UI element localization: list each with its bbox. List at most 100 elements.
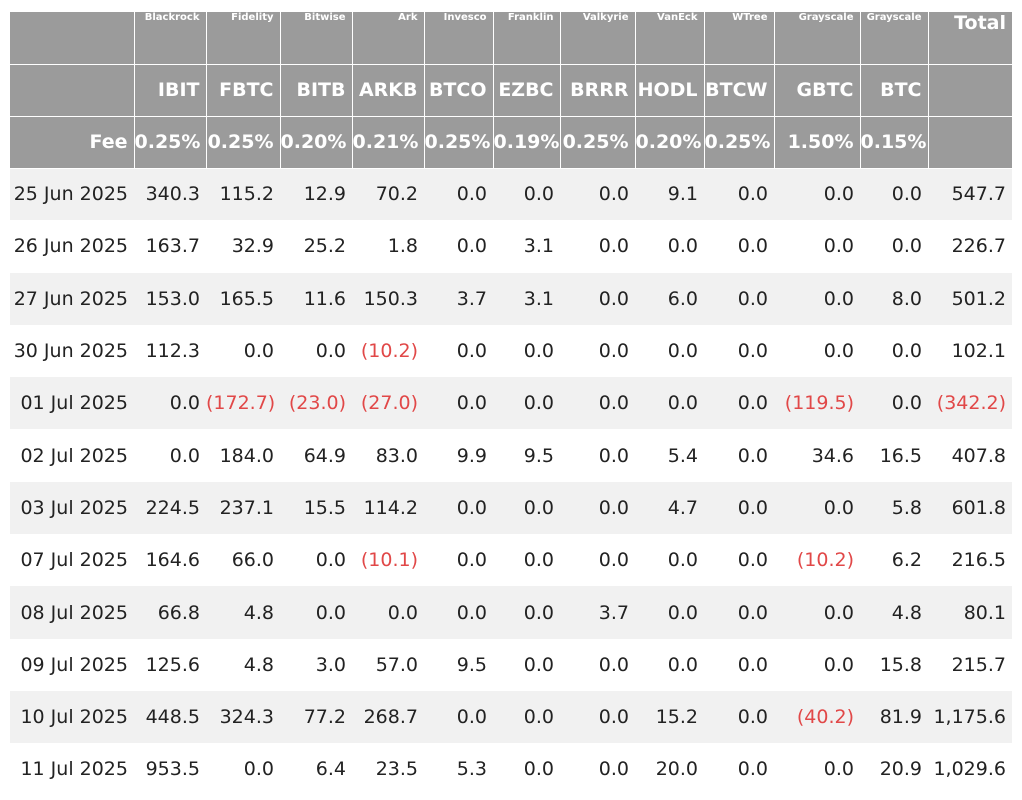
issuer-label: Blackrock — [134, 12, 207, 65]
row-date: 25 Jun 2025 — [10, 168, 134, 221]
flow-value: 0.0 — [704, 638, 774, 691]
flow-value: (10.2) — [352, 324, 424, 378]
table-row: 27 Jun 2025 153.0 165.5 11.6 150.3 3.7 3.1 0.0 6… — [10, 272, 1012, 325]
flow-value: 114.2 — [352, 481, 424, 535]
table-row: 11 Jul 2025 953.5 0.0 6.4 23.5 5.3 0.0 0.0 20.0 0… — [10, 743, 1012, 796]
row-total: 226.7 — [928, 220, 1012, 273]
ticker-label: BTCO — [424, 64, 494, 117]
fee-value: 0.21% — [352, 116, 425, 169]
flow-value: 0.0 — [635, 220, 704, 273]
row-date: 27 Jun 2025 — [10, 272, 134, 325]
flow-value: 0.0 — [704, 586, 774, 639]
flow-value: 0.0 — [860, 324, 928, 378]
flow-value: 0.0 — [704, 220, 774, 273]
fee-value: 0.25% — [134, 116, 207, 169]
flow-value: 953.5 — [134, 743, 206, 796]
flow-value: 12.9 — [280, 168, 352, 221]
flow-value: (10.1) — [352, 534, 424, 587]
flow-value: 0.0 — [424, 377, 493, 430]
flow-value: 15.8 — [860, 638, 928, 691]
flow-value: (172.7) — [206, 377, 280, 430]
flow-value: 0.0 — [560, 168, 635, 221]
table-row: 01 Jul 2025 0.0 (172.7) (23.0) (27.0) 0.0 0.0 0… — [10, 377, 1012, 430]
corner-cell — [10, 12, 135, 65]
flow-value: 0.0 — [424, 324, 493, 378]
flow-value: 0.0 — [560, 272, 635, 325]
flow-value: 6.4 — [280, 743, 352, 796]
fee-value: 0.20% — [280, 116, 353, 169]
flow-value: 9.1 — [635, 168, 704, 221]
flow-value: 0.0 — [774, 743, 860, 796]
fee-label: Fee — [10, 116, 135, 169]
flow-value: 4.8 — [206, 638, 280, 691]
row-date: 01 Jul 2025 — [10, 377, 134, 430]
flow-value: 0.0 — [280, 324, 352, 378]
fee-value: 1.50% — [774, 116, 861, 169]
flow-value: (10.2) — [774, 534, 860, 587]
flow-value: 237.1 — [206, 481, 280, 535]
flow-value: 0.0 — [134, 429, 206, 482]
flow-value: 57.0 — [352, 638, 424, 691]
row-date: 03 Jul 2025 — [10, 481, 134, 535]
flow-value: (23.0) — [280, 377, 352, 430]
flow-value: 0.0 — [560, 534, 635, 587]
flow-value: 20.9 — [860, 743, 928, 796]
flow-value: 0.0 — [493, 638, 560, 691]
table-row: 26 Jun 2025 163.7 32.9 25.2 1.8 0.0 3.1 0.0 0.0 0… — [10, 220, 1012, 273]
row-date: 30 Jun 2025 — [10, 324, 134, 378]
issuer-label: Grayscale — [774, 12, 861, 65]
flow-value: 0.0 — [860, 168, 928, 221]
row-date: 09 Jul 2025 — [10, 638, 134, 691]
flow-value: 3.0 — [280, 638, 352, 691]
fee-value: 0.20% — [635, 116, 705, 169]
fee-value: 0.15% — [860, 116, 929, 169]
flow-value: 6.0 — [635, 272, 704, 325]
flow-value: 0.0 — [352, 586, 424, 639]
flow-value: 448.5 — [134, 690, 206, 744]
fee-value: 0.25% — [560, 116, 636, 169]
flow-value: 0.0 — [493, 690, 560, 744]
flow-value: 0.0 — [493, 481, 560, 535]
flow-value: 34.6 — [774, 429, 860, 482]
ticker-header-row: IBIT FBTC BITB ARKB BTCO EZBC BRRR HODL BTCW GBTC… — [10, 64, 1012, 117]
table-row: 03 Jul 2025 224.5 237.1 15.5 114.2 0.0 0.0 0.0 4… — [10, 481, 1012, 535]
ticker-label: GBTC — [774, 64, 861, 117]
flow-value: 66.8 — [134, 586, 206, 639]
flow-value: (27.0) — [352, 377, 424, 430]
flow-value: 324.3 — [206, 690, 280, 744]
flow-value: 224.5 — [134, 481, 206, 535]
total-header: Total — [928, 12, 1012, 65]
ticker-label: IBIT — [134, 64, 207, 117]
flow-value: 0.0 — [704, 690, 774, 744]
flow-value: 0.0 — [560, 220, 635, 273]
flow-value: 0.0 — [704, 429, 774, 482]
issuer-label: Bitwise — [280, 12, 353, 65]
issuer-label: Valkyrie — [560, 12, 636, 65]
flow-value: 0.0 — [560, 743, 635, 796]
flow-value: 0.0 — [424, 586, 493, 639]
flow-value: 0.0 — [704, 168, 774, 221]
issuer-label: Franklin — [493, 12, 561, 65]
table-body: 25 Jun 2025 340.3 115.2 12.9 70.2 0.0 0.0 0.0 9.… — [10, 168, 1012, 796]
flow-value: 4.7 — [635, 481, 704, 535]
flow-value: 32.9 — [206, 220, 280, 273]
flow-value: 115.2 — [206, 168, 280, 221]
flow-value: 9.5 — [424, 638, 493, 691]
flow-value: 0.0 — [280, 586, 352, 639]
flow-value: 3.1 — [493, 272, 560, 325]
flow-value: 3.7 — [424, 272, 493, 325]
flow-value: 0.0 — [774, 168, 860, 221]
flow-value: 1.8 — [352, 220, 424, 273]
flow-value: 11.6 — [280, 272, 352, 325]
flow-value: 112.3 — [134, 324, 206, 378]
flow-value: 153.0 — [134, 272, 206, 325]
flow-value: 0.0 — [424, 220, 493, 273]
flow-value: 0.0 — [704, 272, 774, 325]
row-total: 1,175.6 — [928, 690, 1012, 744]
flow-value: 0.0 — [424, 690, 493, 744]
table-row: 25 Jun 2025 340.3 115.2 12.9 70.2 0.0 0.0 0.0 9.… — [10, 168, 1012, 221]
issuer-label: Grayscale — [860, 12, 929, 65]
issuer-label: WTree — [704, 12, 775, 65]
flow-value: 8.0 — [860, 272, 928, 325]
flow-value: 165.5 — [206, 272, 280, 325]
